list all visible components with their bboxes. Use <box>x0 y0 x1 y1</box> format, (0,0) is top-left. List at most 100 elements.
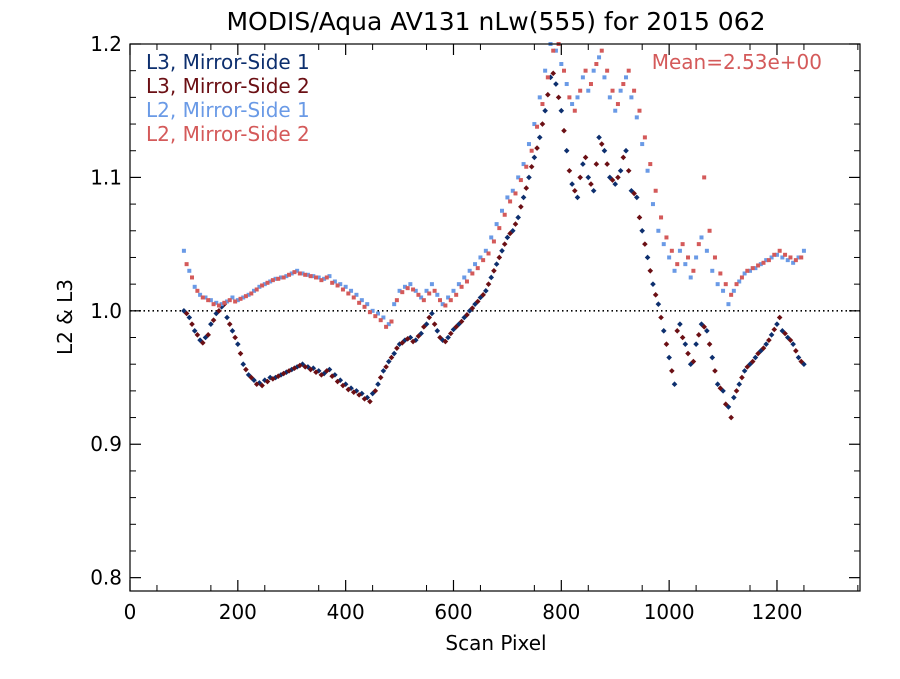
data-point <box>763 341 769 347</box>
data-point <box>411 287 416 292</box>
data-point <box>768 332 775 338</box>
data-point <box>330 280 335 285</box>
data-point <box>749 358 756 365</box>
data-point <box>415 333 422 339</box>
data-point <box>373 314 378 319</box>
x-tick-label: 1000 <box>644 600 695 624</box>
data-point <box>769 255 774 260</box>
data-point <box>524 164 529 169</box>
data-point <box>394 345 400 351</box>
data-point <box>222 300 227 305</box>
data-point <box>486 251 491 256</box>
data-point <box>706 341 713 347</box>
data-point <box>297 271 302 276</box>
data-point <box>184 262 189 267</box>
data-point <box>515 214 521 221</box>
data-point <box>402 284 407 289</box>
data-point <box>540 102 545 107</box>
data-point <box>642 241 648 247</box>
legend-entry: L2, Mirror-Side 2 <box>146 122 310 146</box>
data-point <box>224 314 230 321</box>
data-point <box>303 272 308 277</box>
data-point <box>270 278 275 283</box>
data-point <box>286 368 292 374</box>
data-point <box>197 337 203 343</box>
data-point <box>509 227 516 234</box>
data-point <box>602 75 607 80</box>
plot-frame <box>129 43 861 592</box>
series-4 <box>184 42 804 329</box>
data-point <box>243 366 249 373</box>
data-point <box>429 310 435 317</box>
data-point <box>257 284 262 289</box>
data-point <box>712 255 717 260</box>
data-point <box>545 91 551 98</box>
data-point <box>570 102 575 107</box>
data-point <box>504 234 511 241</box>
data-point <box>598 141 605 147</box>
data-point <box>181 308 187 314</box>
data-point <box>583 68 588 73</box>
data-point <box>241 295 246 300</box>
data-point <box>747 361 753 367</box>
legend: L3, Mirror-Side 1L3, Mirror-Side 2L2, Mi… <box>146 50 310 146</box>
data-point <box>499 247 505 254</box>
data-point <box>593 161 600 167</box>
data-point <box>722 401 729 408</box>
data-point <box>623 147 629 154</box>
data-point <box>550 70 557 77</box>
data-point <box>626 68 631 73</box>
data-point <box>680 242 685 247</box>
data-point <box>766 337 772 343</box>
data-point <box>633 194 640 201</box>
data-point <box>639 227 645 234</box>
data-point <box>350 389 357 396</box>
data-point <box>349 288 354 293</box>
data-point <box>793 258 798 263</box>
data-point <box>640 142 645 147</box>
data-point <box>308 274 313 279</box>
data-point <box>610 88 615 93</box>
data-point <box>238 296 243 301</box>
data-point <box>203 295 208 300</box>
data-point <box>421 298 426 303</box>
data-point <box>721 288 726 293</box>
y-tick-label: 1.0 <box>90 299 122 323</box>
data-point <box>489 235 494 240</box>
data-point <box>748 268 753 273</box>
data-point <box>227 298 232 303</box>
data-point <box>284 274 289 279</box>
data-point <box>297 362 303 369</box>
data-point <box>615 174 621 181</box>
data-point <box>686 255 691 260</box>
data-point <box>496 254 503 261</box>
data-point <box>191 328 198 334</box>
data-point <box>445 334 451 341</box>
legend-entry: L3, Mirror-Side 2 <box>146 74 310 98</box>
data-point <box>322 276 327 281</box>
data-point <box>365 302 370 307</box>
data-point <box>467 268 472 273</box>
data-point <box>597 55 602 60</box>
data-point <box>259 382 265 389</box>
data-point <box>353 388 360 394</box>
data-point <box>434 328 441 334</box>
data-point <box>585 174 592 181</box>
data-point <box>488 274 495 281</box>
x-tick-label: 0 <box>124 600 137 624</box>
data-point <box>235 341 241 347</box>
data-point <box>590 187 597 194</box>
data-point <box>682 341 689 347</box>
data-point <box>213 310 220 317</box>
data-point <box>396 341 403 347</box>
data-point <box>543 68 548 73</box>
data-point <box>539 121 546 127</box>
data-point <box>526 174 532 181</box>
data-point <box>516 175 521 180</box>
data-point <box>273 276 278 281</box>
data-point <box>629 95 634 100</box>
data-point <box>265 280 270 285</box>
data-point <box>607 174 613 181</box>
data-point <box>283 369 290 375</box>
data-point <box>195 288 200 293</box>
